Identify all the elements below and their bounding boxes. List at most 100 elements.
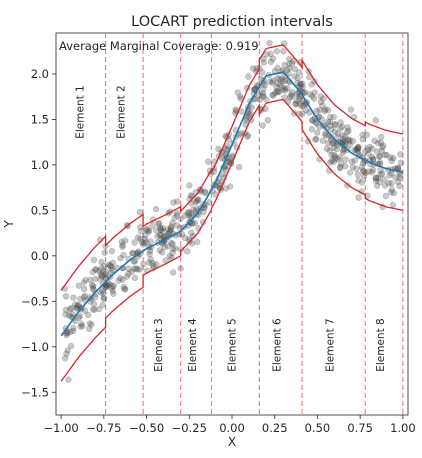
data-point xyxy=(260,86,267,93)
data-point xyxy=(334,130,342,137)
data-point xyxy=(120,251,127,259)
data-point xyxy=(145,228,152,235)
data-point xyxy=(372,175,380,182)
data-point xyxy=(355,143,362,151)
data-point xyxy=(128,268,135,275)
x-tick-label: 0.25 xyxy=(262,421,288,435)
data-point xyxy=(259,90,267,97)
data-point xyxy=(134,266,141,273)
data-point xyxy=(270,92,277,99)
data-point xyxy=(263,51,270,58)
data-point xyxy=(188,240,196,247)
fit-line xyxy=(60,71,404,337)
data-point xyxy=(311,89,318,96)
x-tick-label: −1.00 xyxy=(44,421,79,435)
data-point xyxy=(321,107,328,114)
data-point xyxy=(80,279,87,286)
data-point xyxy=(125,270,132,277)
data-point xyxy=(329,139,337,146)
data-point xyxy=(156,231,164,239)
data-point xyxy=(156,224,164,231)
data-point xyxy=(184,209,191,217)
data-point xyxy=(354,148,361,155)
data-point xyxy=(309,117,316,124)
data-point xyxy=(186,182,193,189)
plot-area: Element 1 Element 2 Element 3 Element 4 Elem… xyxy=(55,32,409,416)
data-point xyxy=(140,241,147,248)
data-point xyxy=(67,342,75,350)
data-point xyxy=(149,259,156,267)
data-point xyxy=(131,274,139,282)
data-point xyxy=(256,91,263,98)
data-point xyxy=(131,258,139,265)
data-point xyxy=(274,88,281,95)
data-point xyxy=(166,252,173,260)
partition-label-6: Element 6 xyxy=(272,318,284,372)
data-point xyxy=(103,268,110,275)
data-point xyxy=(379,144,386,151)
data-point xyxy=(286,60,293,67)
data-point xyxy=(313,107,320,115)
data-point xyxy=(326,147,333,154)
data-point xyxy=(193,205,200,212)
data-point xyxy=(89,281,96,289)
data-point xyxy=(154,233,161,240)
data-point xyxy=(344,124,351,131)
data-point xyxy=(70,294,77,301)
data-point xyxy=(276,76,283,83)
data-point xyxy=(276,81,284,88)
data-point xyxy=(274,74,281,82)
data-point xyxy=(358,164,366,171)
data-point xyxy=(376,153,383,160)
data-point xyxy=(236,164,243,171)
data-point xyxy=(281,87,289,94)
data-point xyxy=(205,158,212,165)
data-point xyxy=(299,110,306,117)
partition-label-7: Element 7 xyxy=(325,318,337,372)
data-point xyxy=(153,261,160,268)
data-point xyxy=(374,182,381,189)
data-point xyxy=(388,180,395,187)
data-point xyxy=(354,146,361,153)
chart-title: LOCART prediction intervals xyxy=(131,14,333,30)
data-point xyxy=(373,148,381,155)
data-point xyxy=(90,256,98,264)
data-point xyxy=(95,306,103,313)
data-point xyxy=(266,39,273,47)
data-point xyxy=(339,132,346,139)
data-point xyxy=(281,61,288,69)
data-point xyxy=(141,239,148,247)
data-point xyxy=(249,65,257,72)
data-point xyxy=(380,142,387,149)
data-point xyxy=(99,268,107,275)
data-point xyxy=(168,239,175,247)
data-point xyxy=(109,266,116,274)
data-point xyxy=(349,163,356,171)
data-point xyxy=(92,294,99,301)
data-point xyxy=(72,301,79,308)
data-point xyxy=(388,157,395,164)
data-point xyxy=(74,302,81,309)
data-point xyxy=(280,48,287,55)
data-point xyxy=(323,145,331,152)
data-point xyxy=(138,239,146,246)
data-point xyxy=(378,170,386,177)
data-point xyxy=(98,287,106,294)
data-point xyxy=(364,146,372,153)
data-point xyxy=(346,141,353,149)
data-point xyxy=(338,160,345,167)
data-point xyxy=(188,229,195,236)
data-point xyxy=(187,210,195,217)
data-point xyxy=(170,199,177,206)
data-point xyxy=(192,198,199,206)
data-point xyxy=(292,100,299,107)
x-tick-label: 0.50 xyxy=(305,421,331,435)
data-point xyxy=(140,260,147,268)
data-point xyxy=(293,90,301,97)
data-point xyxy=(81,294,88,301)
y-tick-label: −1.5 xyxy=(21,385,49,399)
data-point xyxy=(256,96,264,103)
data-point xyxy=(296,95,303,103)
data-point xyxy=(310,95,318,102)
data-point xyxy=(378,148,385,155)
